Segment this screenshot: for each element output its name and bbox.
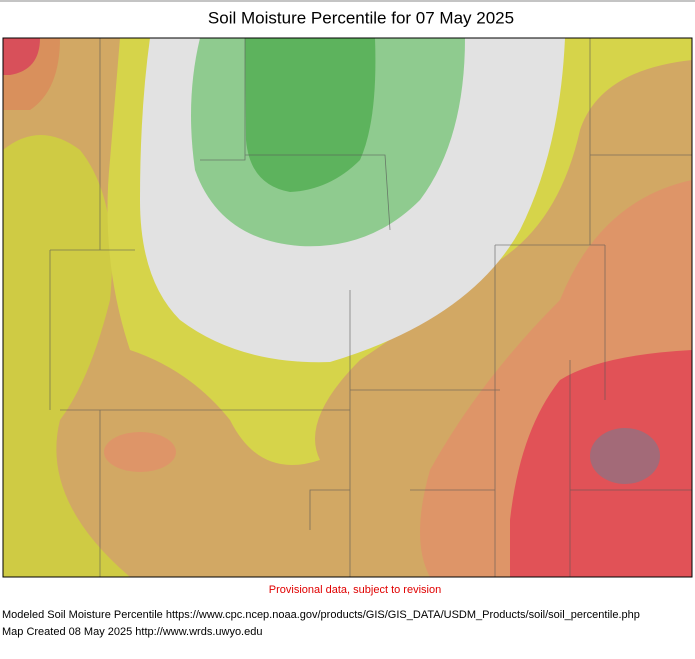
orange-spot [104, 432, 176, 472]
footer-line: Map Created 08 May 2025 http://www.wrds.… [2, 626, 262, 638]
yellow-west [3, 135, 130, 577]
footer-line: Modeled Soil Moisture Percentile https:/… [2, 609, 640, 621]
green-dark [245, 38, 376, 192]
gray-core [590, 428, 660, 484]
map-title: Soil Moisture Percentile for 07 May 2025 [208, 8, 514, 27]
provisional-notice: Provisional data, subject to revision [269, 584, 441, 596]
red-nw [3, 38, 40, 75]
county-lines [49, 38, 692, 577]
map [2, 37, 693, 578]
map-frame [2, 37, 693, 578]
